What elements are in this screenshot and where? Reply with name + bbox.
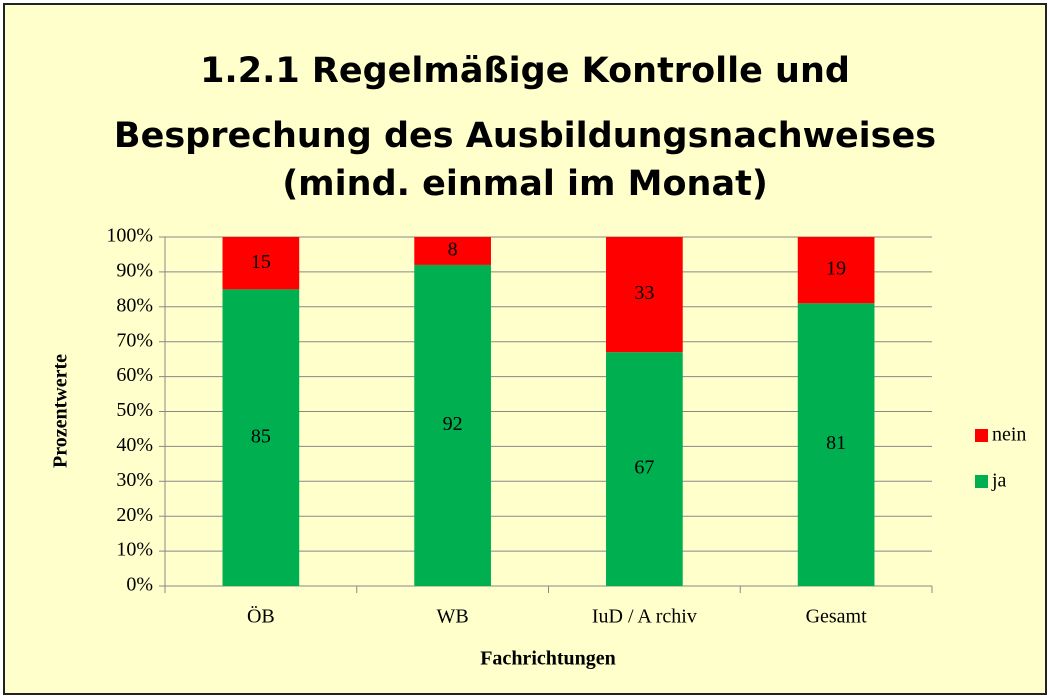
y-tick-label: 0% — [126, 574, 153, 596]
y-tick-label: 80% — [116, 294, 153, 316]
x-tick-label: WB — [437, 606, 469, 628]
data-label: 67 — [634, 457, 654, 479]
y-tick-label: 100% — [106, 225, 153, 247]
bar-segment — [222, 289, 300, 586]
bar-segment — [797, 237, 875, 304]
legend-swatch — [975, 429, 988, 442]
legend-label: nein — [992, 424, 1026, 446]
bar-segment — [414, 237, 491, 265]
y-tick-label: 50% — [116, 399, 153, 421]
legend-label: ja — [991, 470, 1007, 492]
y-tick-label: 70% — [116, 329, 153, 351]
chart-background — [3, 3, 1047, 695]
y-tick-label: 60% — [116, 364, 153, 386]
chart-title: 1.2.1 Regelmäßige Kontrolle und — [200, 51, 850, 91]
data-label: 15 — [251, 251, 271, 273]
x-tick-label: IuD / A rchiv — [592, 606, 697, 628]
x-tick-label: ÖB — [247, 605, 275, 628]
data-label: 19 — [826, 258, 846, 280]
bar-segment — [606, 352, 683, 586]
x-axis-label: Fachrichtungen — [480, 648, 616, 670]
bar-segment — [606, 237, 683, 353]
chart-title: Besprechung des Ausbildungsnachweises — [114, 116, 936, 156]
bar-segment — [797, 303, 875, 586]
y-tick-label: 90% — [116, 259, 153, 281]
y-tick-label: 20% — [116, 504, 153, 526]
y-tick-label: 30% — [116, 469, 153, 491]
data-label: 81 — [826, 432, 846, 454]
data-label: 92 — [443, 413, 463, 435]
bar-segment — [414, 264, 491, 586]
x-tick-label: Gesamt — [806, 606, 868, 628]
bar-segment — [222, 237, 300, 290]
chart-title: (mind. einmal im Monat) — [282, 164, 768, 204]
data-label: 85 — [251, 425, 271, 447]
legend-swatch — [975, 475, 988, 488]
data-label: 33 — [634, 282, 654, 304]
y-axis-label: Prozentwerte — [50, 354, 72, 468]
data-label: 8 — [448, 239, 458, 261]
y-tick-label: 10% — [116, 539, 153, 561]
y-tick-label: 40% — [116, 434, 153, 456]
